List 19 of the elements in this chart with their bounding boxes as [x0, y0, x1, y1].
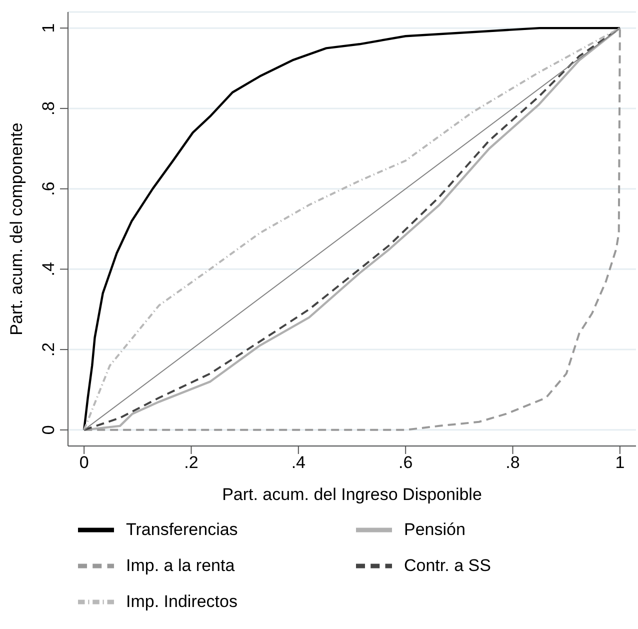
- legend-label: Imp. Indirectos: [126, 592, 238, 612]
- x-tick-label: 1: [615, 453, 625, 472]
- x-tick-label: .4: [291, 453, 306, 472]
- y-axis-title: Part. acum. del componente: [7, 122, 26, 336]
- x-tick-label: .8: [506, 453, 520, 472]
- y-tick-label: 0: [39, 425, 58, 435]
- legend-label: Contr. a SS: [404, 556, 492, 576]
- y-tick-label: .4: [39, 262, 58, 276]
- y-tick-label: 1: [39, 23, 58, 33]
- x-axis-title: Part. acum. del Ingreso Disponible: [222, 485, 482, 504]
- legend-label: Pensión: [404, 520, 466, 540]
- y-tick-label: .8: [39, 101, 58, 116]
- x-tick-label: 0: [79, 453, 89, 472]
- x-tick-label: .2: [184, 453, 198, 472]
- legend-label: Imp. a la renta: [126, 556, 236, 576]
- x-tick-label: .6: [398, 453, 413, 472]
- legend-label: Transferencias: [126, 520, 239, 540]
- y-tick-label: .2: [39, 342, 58, 357]
- y-tick-label: .6: [39, 182, 58, 196]
